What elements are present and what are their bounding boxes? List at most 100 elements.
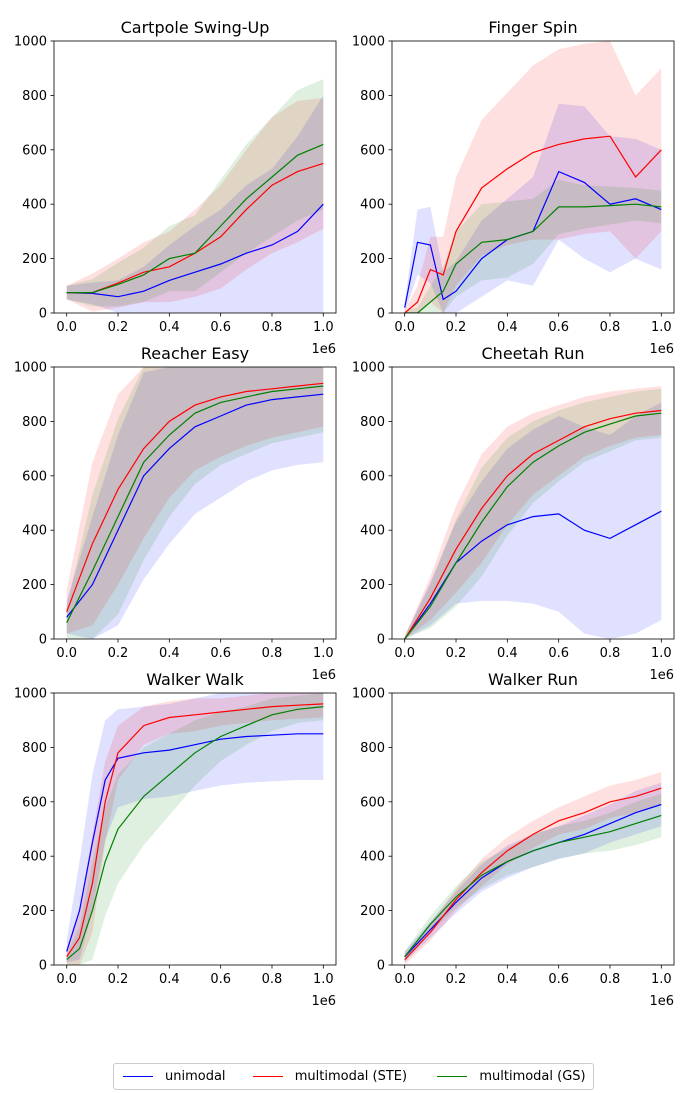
x-tick-label-cartpole-swing-up: 0.0 [56,320,77,335]
x-tick-label-finger-spin: 0.4 [497,320,518,335]
line-multimodal-ste-finger-spin [404,135,662,313]
y-tick-label-cheetah-run: 400 [360,524,385,539]
line-multimodal-ste-walker-run [404,787,662,961]
x-tick-label-walker-run: 0.2 [446,972,467,987]
y-tick-label-walker-run: 800 [360,741,385,756]
band-unimodal-walker-walk [66,693,324,963]
band-unimodal-reacher-easy [66,367,324,639]
y-tick-label-cheetah-run: 600 [360,469,385,484]
axes-frame-reacher-easy [53,366,337,640]
band-unimodal-cheetah-run [404,402,662,639]
x-tick-label-finger-spin: 1.0 [651,320,672,335]
x-tick-label-cartpole-swing-up: 0.2 [108,320,129,335]
x-tick-label-walker-run: 0.8 [600,972,621,987]
y-tick-label-walker-run: 400 [360,850,385,865]
line-unimodal-reacher-easy [66,393,324,618]
x-tick-label-reacher-easy: 0.6 [210,646,231,661]
y-tick-label-walker-run: 600 [360,795,385,810]
line-multimodal-gs-cartpole-swing-up [66,143,324,294]
band-unimodal-finger-spin [404,103,662,313]
y-tick-label-walker-walk: 200 [22,904,47,919]
x-tick-label-reacher-easy: 0.4 [159,646,180,661]
y-tick-label-finger-spin: 600 [360,143,385,158]
band-multimodal-gs-reacher-easy [66,367,324,639]
x-tick-label-cheetah-run: 0.8 [600,646,621,661]
band-multimodal-gs-finger-spin [404,179,662,313]
x-tick-label-finger-spin: 0.8 [600,320,621,335]
x-tick-label-reacher-easy: 0.2 [108,646,129,661]
x-tick-label-cheetah-run: 0.0 [394,646,415,661]
x-tick-label-walker-run: 0.4 [497,972,518,987]
x-tick-label-walker-walk: 0.8 [262,972,283,987]
y-tick-label-walker-walk: 600 [22,795,47,810]
y-tick-label-reacher-easy: 800 [22,415,47,430]
y-tick-label-walker-walk: 800 [22,741,47,756]
x-tick-label-walker-walk: 0.2 [108,972,129,987]
panel-cheetah-run: 0 200 400 600 800 1000 0.0 0.2 0.4 0.6 0.8 1.0 1e6 Ch… [352,344,675,683]
line-multimodal-gs-walker-run [404,814,662,958]
band-multimodal-ste-finger-spin [404,41,662,313]
band-unimodal-cartpole-swing-up [66,95,324,313]
x-tick-label-cheetah-run: 0.6 [548,646,569,661]
y-tick-label-reacher-easy: 200 [22,578,47,593]
line-multimodal-gs-cheetah-run [404,412,662,639]
line-multimodal-ste-walker-walk [66,703,324,958]
x-tick-label-finger-spin: 0.2 [446,320,467,335]
chart-title-reacher-easy: Reacher Easy [141,344,249,363]
x-tick-label-walker-walk: 0.6 [210,972,231,987]
x-scale-label-walker-walk: 1e6 [311,994,336,1009]
y-tick-label-finger-spin: 0 [377,307,385,322]
y-tick-label-cheetah-run: 800 [360,415,385,430]
legend: unimodal multimodal (STE) multimodal (GS… [113,1063,594,1090]
y-tick-label-finger-spin: 400 [360,198,385,213]
chart-title-walker-walk: Walker Walk [146,670,244,689]
legend-line-unimodal [123,1076,153,1077]
band-multimodal-ste-reacher-easy [66,367,324,634]
legend-item-ste: multimodal (STE) [244,1069,429,1084]
x-tick-label-reacher-easy: 0.0 [56,646,77,661]
y-tick-label-walker-walk: 400 [22,850,47,865]
legend-label-ste: multimodal (STE) [294,1069,408,1084]
band-multimodal-ste-walker-run [404,771,662,965]
legend-line-gs [437,1076,468,1077]
y-tick-label-walker-run: 200 [360,904,385,919]
band-multimodal-ste-cheetah-run [404,386,662,639]
x-tick-label-finger-spin: 0.6 [548,320,569,335]
y-tick-label-reacher-easy: 600 [22,469,47,484]
y-tick-label-cheetah-run: 0 [377,633,385,648]
x-tick-label-reacher-easy: 0.8 [262,646,283,661]
x-scale-label-finger-spin: 1e6 [649,342,674,357]
y-tick-label-walker-run: 1000 [352,687,385,702]
legend-item-unimodal: unimodal [114,1069,244,1084]
x-tick-label-cheetah-run: 1.0 [651,646,672,661]
axes-frame-cartpole-swing-up [53,40,337,314]
band-multimodal-gs-cartpole-swing-up [66,79,324,307]
y-tick-label-walker-walk: 1000 [14,687,47,702]
panel-reacher-easy: 0 200 400 600 800 1000 0.0 0.2 0.4 0.6 0.8 1.0 1e6 Re… [14,344,337,683]
y-tick-label-cartpole-swing-up: 0 [39,307,47,322]
line-multimodal-gs-finger-spin [404,203,662,313]
line-multimodal-ste-cheetah-run [404,409,662,639]
x-scale-label-walker-run: 1e6 [649,994,674,1009]
band-multimodal-ste-cartpole-swing-up [66,98,324,312]
x-tick-label-cheetah-run: 0.4 [497,646,518,661]
band-multimodal-gs-walker-run [404,793,662,963]
axes-frame-walker-run [391,692,675,966]
panel-walker-walk: 0 200 400 600 800 1000 0.0 0.2 0.4 0.6 0.8 1.0 1e6 Wa… [14,670,337,1009]
panel-walker-run: 0 200 400 600 800 1000 0.0 0.2 0.4 0.6 0.8 1.0 1e6 Wa… [352,670,675,1009]
legend-label-gs: multimodal (GS) [479,1069,586,1084]
x-tick-label-finger-spin: 0.0 [394,320,415,335]
chart-title-walker-run: Walker Run [488,670,578,689]
axes-frame-walker-walk [53,692,337,966]
x-scale-label-cartpole-swing-up: 1e6 [311,342,336,357]
x-tick-label-walker-walk: 1.0 [313,972,334,987]
x-tick-label-walker-walk: 0.4 [159,972,180,987]
panel-finger-spin: 0 200 400 600 800 1000 0.0 0.2 0.4 0.6 0.8 1.0 1e6 Fi… [352,18,675,357]
chart-title-finger-spin: Finger Spin [488,18,577,37]
line-multimodal-gs-reacher-easy [66,385,324,623]
y-tick-label-cartpole-swing-up: 800 [22,89,47,104]
legend-label-unimodal: unimodal [165,1069,226,1084]
y-tick-label-finger-spin: 1000 [352,35,385,50]
y-tick-label-reacher-easy: 400 [22,524,47,539]
x-tick-label-cartpole-swing-up: 0.8 [262,320,283,335]
